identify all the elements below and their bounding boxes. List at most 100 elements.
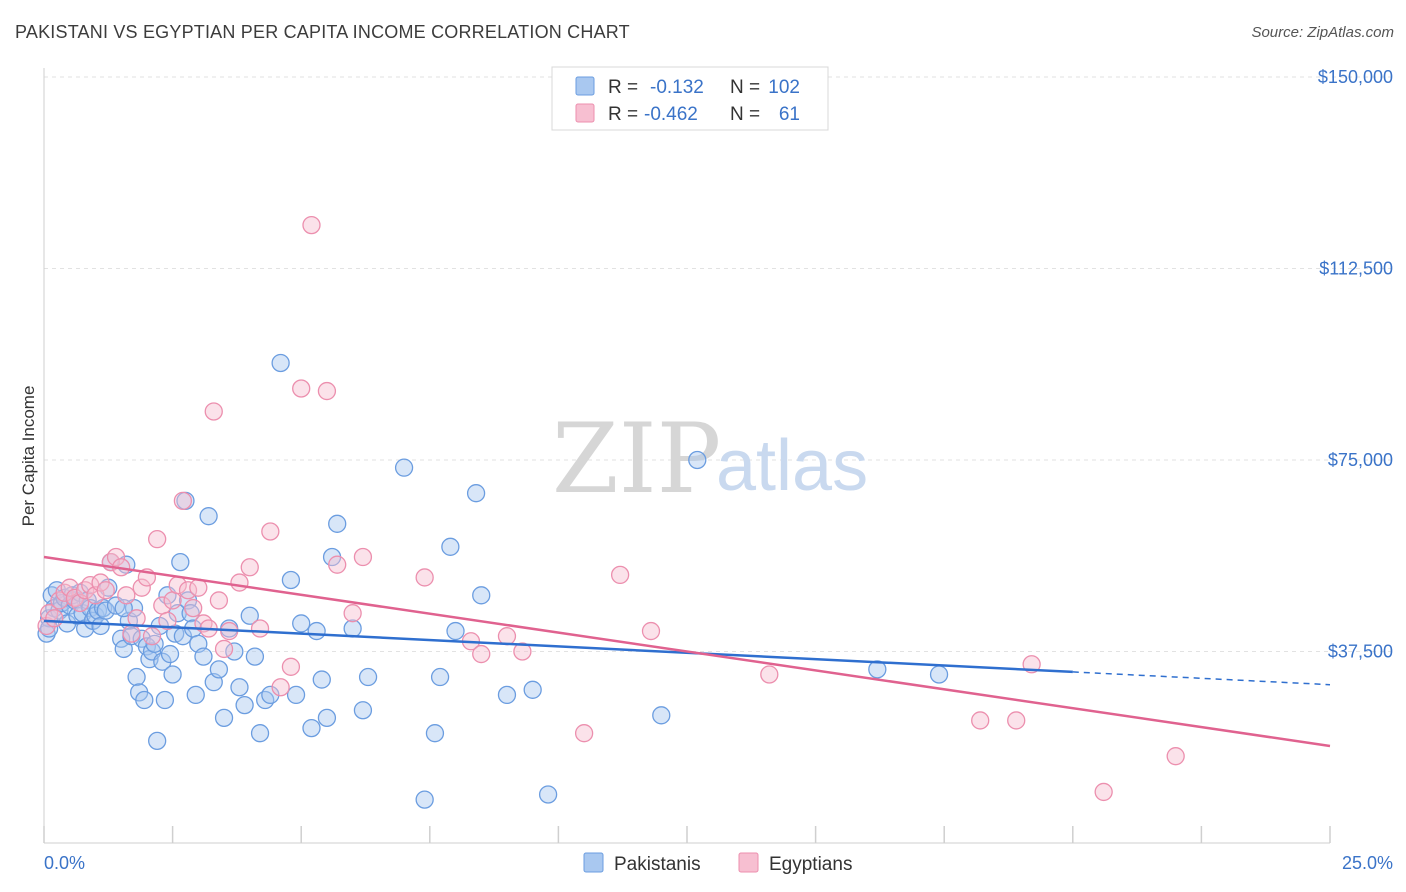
pakistani-point-61	[209, 660, 229, 679]
egyptian-point-43	[292, 379, 311, 398]
egyptian-point-4	[55, 583, 74, 602]
pakistani-trend-line	[43, 619, 1073, 674]
egyptian-point-47	[343, 604, 362, 623]
series-legend: Pakistanis Egyptians	[583, 852, 852, 875]
egyptian-point-42	[281, 657, 301, 676]
pakistani-point-75	[292, 614, 311, 633]
egyptian-point-17	[122, 624, 141, 643]
legend-swatch-pakistani	[575, 76, 595, 96]
pakistani-point-62	[214, 708, 234, 728]
pakistani-point-96	[688, 450, 707, 470]
egyptian-point-24	[158, 611, 177, 631]
pakistani-point-72	[271, 353, 290, 373]
egyptian-point-8	[76, 581, 95, 600]
pakistani-point-92	[497, 685, 517, 705]
egyptian-point-46	[328, 555, 347, 574]
pakistani-point-65	[230, 678, 249, 697]
pakistani-point-68	[245, 647, 265, 666]
pakistani-point-56	[186, 685, 205, 705]
pakistani-point-21	[91, 616, 110, 636]
bottom-legend-label-pakistani: Pakistanis	[614, 854, 701, 875]
pakistani-point-74	[286, 685, 306, 705]
egyptian-point-29	[184, 598, 203, 618]
pakistani-point-86	[415, 790, 434, 809]
bottom-legend-swatch-pakistani	[583, 852, 604, 873]
y-tick-label-0: $37,500	[1328, 642, 1393, 662]
legend-n-value-egyptian: 61	[779, 104, 800, 125]
egyptian-point-19	[132, 578, 151, 597]
pakistani-point-66	[235, 695, 254, 715]
pakistani-point-78	[312, 670, 331, 689]
pakistani-point-89	[441, 537, 460, 556]
legend-r-value-egyptian: -0.462	[644, 104, 698, 125]
pakistani-point-99	[466, 484, 486, 503]
pakistani-point-73	[281, 570, 301, 590]
egyptian-point-2	[45, 609, 64, 628]
pakistani-point-59	[199, 507, 218, 526]
egyptian-point-6	[65, 588, 85, 608]
bottom-legend-swatch-egyptian	[738, 852, 759, 873]
pakistani-point-50	[171, 552, 190, 572]
egyptian-point-44	[302, 215, 321, 235]
chart-source: Source: ZipAtlas.com	[1251, 24, 1394, 41]
pakistani-point-93	[523, 680, 542, 699]
egyptian-point-41	[271, 678, 290, 697]
pakistani-point-41	[148, 731, 167, 751]
legend-r-label-egyptian: R =	[608, 104, 638, 125]
pakistani-point-54	[181, 604, 200, 623]
pakistani-point-36	[135, 690, 154, 710]
egyptian-point-34	[209, 591, 229, 610]
egyptian-point-22	[148, 530, 167, 549]
egyptian-point-21	[142, 627, 162, 646]
egyptian-point-54	[574, 724, 594, 743]
egyptian-point-59	[1007, 711, 1026, 730]
stats-legend-box	[551, 66, 829, 131]
pakistani-point-90	[446, 621, 465, 641]
legend-swatch-egyptian	[575, 103, 595, 123]
pakistani-point-69	[250, 724, 270, 743]
pakistani-point-83	[353, 701, 373, 720]
x-tick-label-max: 25.0%	[1342, 853, 1393, 873]
egyptian-point-55	[610, 565, 630, 585]
egyptian-point-14	[106, 547, 126, 567]
pakistani-point-44	[155, 690, 175, 710]
x-tick-label-min: 0.0%	[44, 853, 85, 873]
egyptian-point-45	[317, 381, 337, 401]
chart-title: PAKISTANI VS EGYPTIAN PER CAPITA INCOME …	[15, 22, 630, 42]
egyptian-point-49	[415, 568, 434, 587]
pakistani-point-97	[868, 660, 887, 679]
egyptian-point-18	[127, 609, 146, 628]
egyptian-point-16	[117, 586, 136, 605]
egyptian-point-62	[1166, 747, 1185, 766]
pakistani-point-81	[328, 514, 347, 533]
egyptian-point-35	[214, 639, 234, 659]
egyptian-point-39	[250, 619, 270, 638]
egyptian-point-27	[173, 491, 193, 511]
egyptian-point-25	[163, 591, 182, 610]
egyptian-point-12	[96, 581, 115, 600]
egyptian-point-61	[1094, 782, 1113, 802]
pakistani-point-85	[394, 458, 414, 477]
y-tick-label-1: $75,000	[1328, 450, 1393, 470]
pakistani-point-71	[261, 685, 280, 705]
egyptian-point-51	[472, 644, 491, 664]
pakistani-point-33	[127, 667, 146, 687]
pakistani-points	[37, 353, 949, 809]
pakistani-point-95	[652, 706, 671, 725]
y-axis-label: Per Capita Income	[19, 386, 38, 527]
axes	[43, 68, 1331, 844]
watermark-zip: ZIP	[552, 403, 721, 515]
egyptian-point-48	[353, 547, 373, 567]
egyptian-trend-line	[43, 555, 1331, 748]
legend-n-label-egyptian: N =	[730, 104, 760, 125]
pakistani-point-94	[538, 785, 558, 804]
egyptian-point-5	[60, 578, 79, 597]
watermark-atlas: atlas	[716, 426, 868, 506]
egyptian-point-53	[513, 642, 532, 661]
pakistani-point-98	[929, 665, 949, 684]
pakistani-point-58	[194, 647, 213, 666]
pakistani-point-0	[37, 624, 56, 643]
legend-n-label-pakistani: N =	[730, 77, 760, 98]
egyptian-point-40	[261, 522, 280, 541]
